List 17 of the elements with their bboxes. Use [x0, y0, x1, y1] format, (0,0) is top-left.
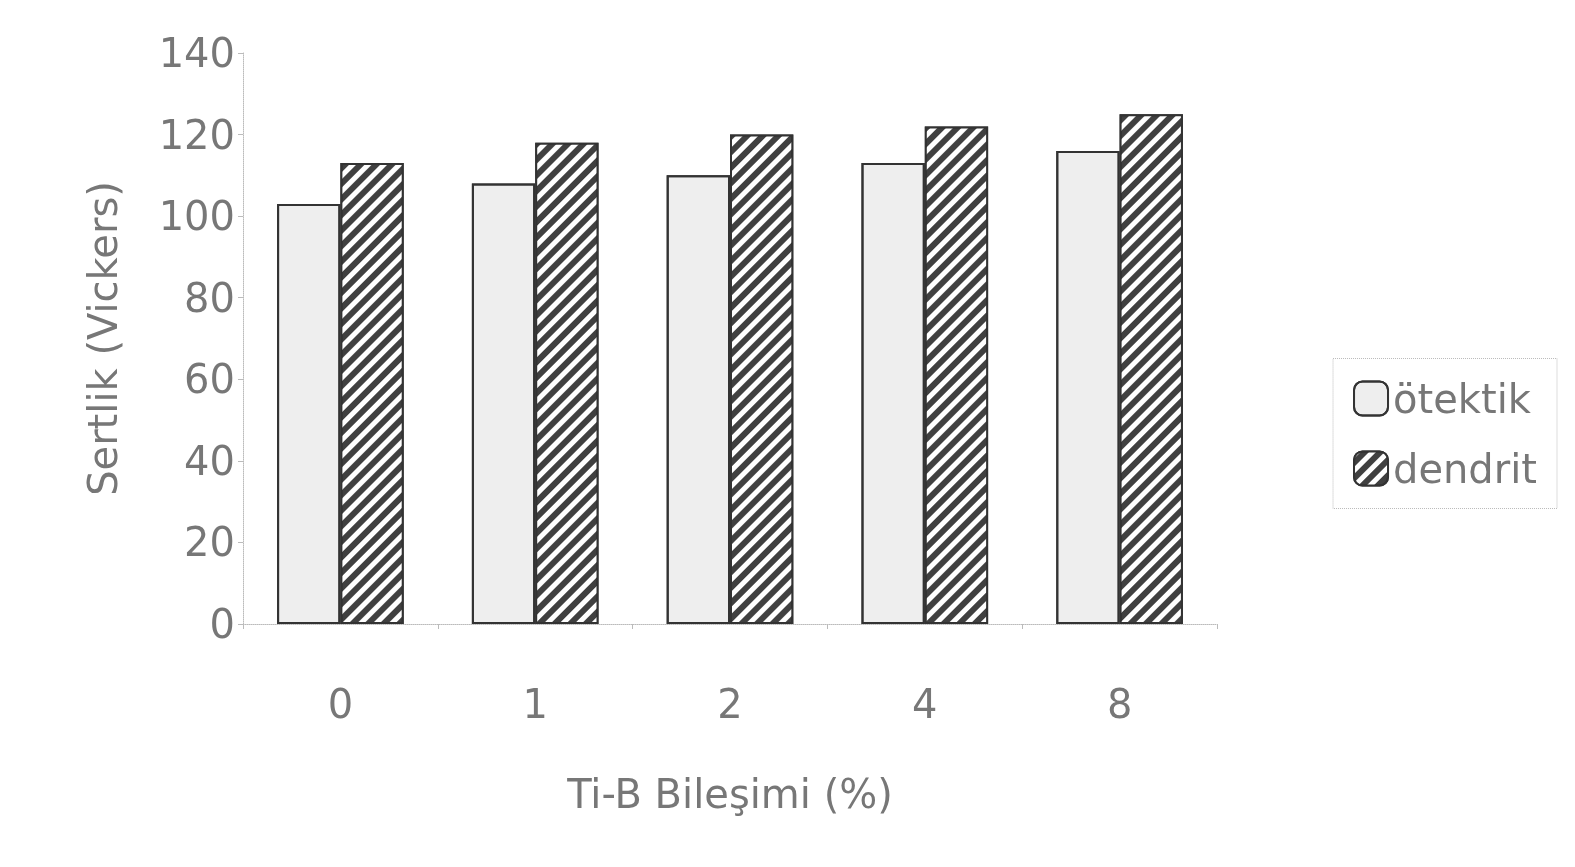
y-tick-label: 120	[158, 111, 235, 158]
y-tick-label: 0	[209, 601, 235, 647]
x-tick-label: 2	[717, 681, 743, 727]
x-tick-label: 1	[522, 681, 548, 727]
y-tick-label: 40	[184, 437, 235, 484]
y-axis-title: Sertlik (Vickers)	[80, 181, 126, 496]
x-tick-label: 4	[912, 681, 938, 727]
legend-label: ötektik	[1393, 375, 1532, 422]
y-tick-label: 140	[158, 30, 235, 76]
x-axis-title: Ti-B Bileşimi (%)	[566, 771, 893, 817]
y-tick-label: 100	[158, 193, 235, 240]
x-tick-label: 0	[327, 681, 354, 727]
y-tick-label: 60	[184, 356, 235, 403]
y-tick-label: 20	[184, 519, 235, 566]
x-tick-label: 8	[1106, 681, 1133, 727]
y-tick-label: 80	[184, 274, 235, 321]
legend-label: dendrit	[1393, 445, 1537, 492]
